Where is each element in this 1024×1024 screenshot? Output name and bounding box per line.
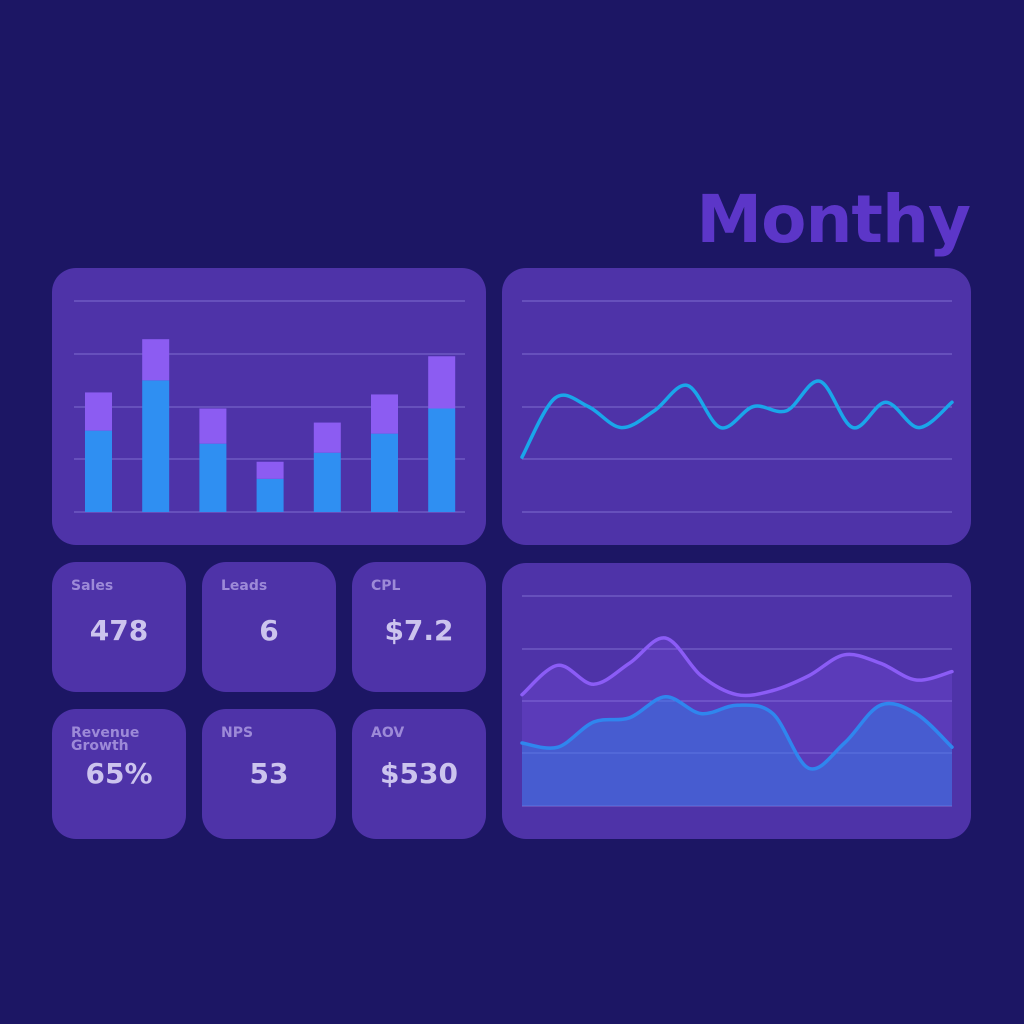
area-chart <box>520 595 954 807</box>
stat-card-sales: Sales 478 <box>52 562 186 692</box>
bar-top-segment <box>428 356 456 409</box>
stat-card-revenue-growth: Revenue Growth 65% <box>52 709 186 839</box>
bar-base-segment <box>142 380 170 512</box>
bar-top-segment <box>142 339 170 381</box>
bar-top-segment <box>313 422 341 453</box>
stat-value: $7.2 <box>384 614 454 647</box>
area-line-blue <box>520 695 954 771</box>
stat-label: AOV <box>371 725 405 741</box>
stat-value: 65% <box>85 757 153 790</box>
stat-card-leads: Leads 6 <box>202 562 336 692</box>
area-chart-panel <box>502 563 971 839</box>
stat-card-nps: NPS 53 <box>202 709 336 839</box>
line-chart-panel <box>502 268 971 545</box>
stat-label: NPS <box>221 725 254 741</box>
stat-label: Sales <box>71 578 114 594</box>
stat-label: Leads <box>221 578 268 594</box>
bar-top-segment <box>256 461 284 479</box>
stat-label: CPL <box>371 578 401 594</box>
area-fill-blue <box>522 696 952 806</box>
bar-chart <box>74 300 465 513</box>
bar-base-segment <box>256 478 284 512</box>
stat-card-cpl: CPL $7.2 <box>352 562 486 692</box>
stat-card-aov: AOV $530 <box>352 709 486 839</box>
bar-top-segment <box>371 394 398 434</box>
stat-value: 53 <box>249 757 289 790</box>
line-chart <box>520 300 954 513</box>
bar-chart-panel <box>52 268 486 545</box>
bar-base-segment <box>428 408 456 512</box>
area-fill-purple <box>522 637 952 806</box>
bar-top-segment <box>85 392 112 431</box>
stat-value: $530 <box>380 757 458 790</box>
bar-base-segment <box>313 452 341 512</box>
stat-label: Revenue Growth <box>71 725 140 754</box>
stat-value: 6 <box>259 614 279 647</box>
area-line-purple <box>520 636 954 698</box>
stat-value: 478 <box>89 614 149 647</box>
bar-base-segment <box>85 430 112 512</box>
bar-top-segment <box>199 408 227 444</box>
bar-base-segment <box>199 443 227 512</box>
bar-base-segment <box>371 433 398 512</box>
line-series <box>520 379 954 459</box>
